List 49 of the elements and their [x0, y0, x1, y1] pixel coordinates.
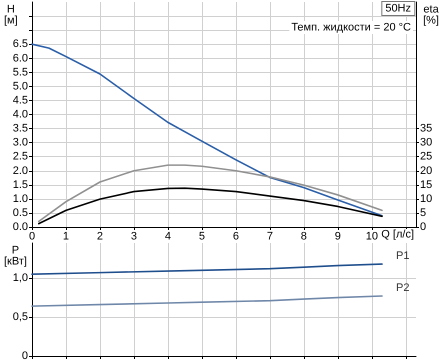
x-tick-label: 7	[266, 230, 273, 242]
x-tick-label: 3	[130, 230, 138, 242]
x-tick-label: 4	[164, 230, 171, 242]
y-tick-label: 3.5	[12, 122, 28, 135]
y-tick-label: 6.0	[12, 52, 28, 64]
chart-title: 50Hz	[385, 2, 412, 14]
y2-tick-label: 15	[420, 178, 432, 191]
line-series	[31, 263, 383, 275]
y-tick-label: 2.0	[12, 164, 28, 177]
y2-tick-label: 30	[420, 136, 432, 149]
series-label: P1	[396, 250, 410, 262]
line-series	[38, 164, 383, 222]
x-tick-label: 6	[232, 230, 239, 242]
y-tick-label: 1.0	[12, 192, 28, 205]
y2-tick-label: 35	[420, 122, 432, 135]
series-label: P2	[396, 282, 410, 294]
y2-tick-label: 10	[420, 192, 432, 205]
line-series	[31, 295, 383, 307]
y-tick-label: 1,0	[12, 272, 28, 284]
y-tick-label: 5.0	[12, 80, 28, 92]
y-tick-label: 0,5	[12, 311, 28, 324]
y2-tick-label: 25	[420, 150, 432, 163]
y-tick-label: 2.5	[12, 150, 28, 163]
y-tick-label: 4.0	[12, 108, 28, 120]
y-tick-label: 1.5	[12, 178, 28, 191]
y2-tick-label: 0	[420, 221, 426, 233]
annotation: Темп. жидкости = 20 °C	[291, 22, 412, 34]
y-tick-label: 5.5	[12, 66, 28, 78]
x-tick-label: 2	[96, 230, 104, 242]
x-tick-label: 0	[28, 230, 36, 242]
y-axis-title: H [м]	[4, 4, 18, 26]
line-series	[38, 187, 383, 224]
x-tick-label: 8	[300, 230, 307, 242]
y2-axis-title: eta [%]	[423, 4, 440, 26]
x-tick-label: 9	[334, 230, 341, 242]
y-tick-label: 0	[22, 350, 28, 362]
x-tick-label: 5	[198, 230, 205, 242]
line-series	[31, 43, 383, 217]
x-axis-title: Q [л/с]	[381, 228, 414, 240]
x-tick-label: 10	[366, 230, 378, 242]
x-tick-label: 1	[62, 230, 70, 242]
y-tick-label: 3.0	[12, 136, 28, 149]
y2-tick-label: 5	[420, 206, 426, 219]
y-tick-label: 0.5	[12, 206, 28, 219]
y-axis-title: P [кВт]	[4, 244, 27, 268]
y-tick-label: 6.5	[12, 38, 28, 50]
y2-tick-label: 20	[420, 164, 432, 177]
y-tick-label: 0.0	[12, 221, 28, 233]
y-tick-label: 4.5	[12, 94, 28, 106]
